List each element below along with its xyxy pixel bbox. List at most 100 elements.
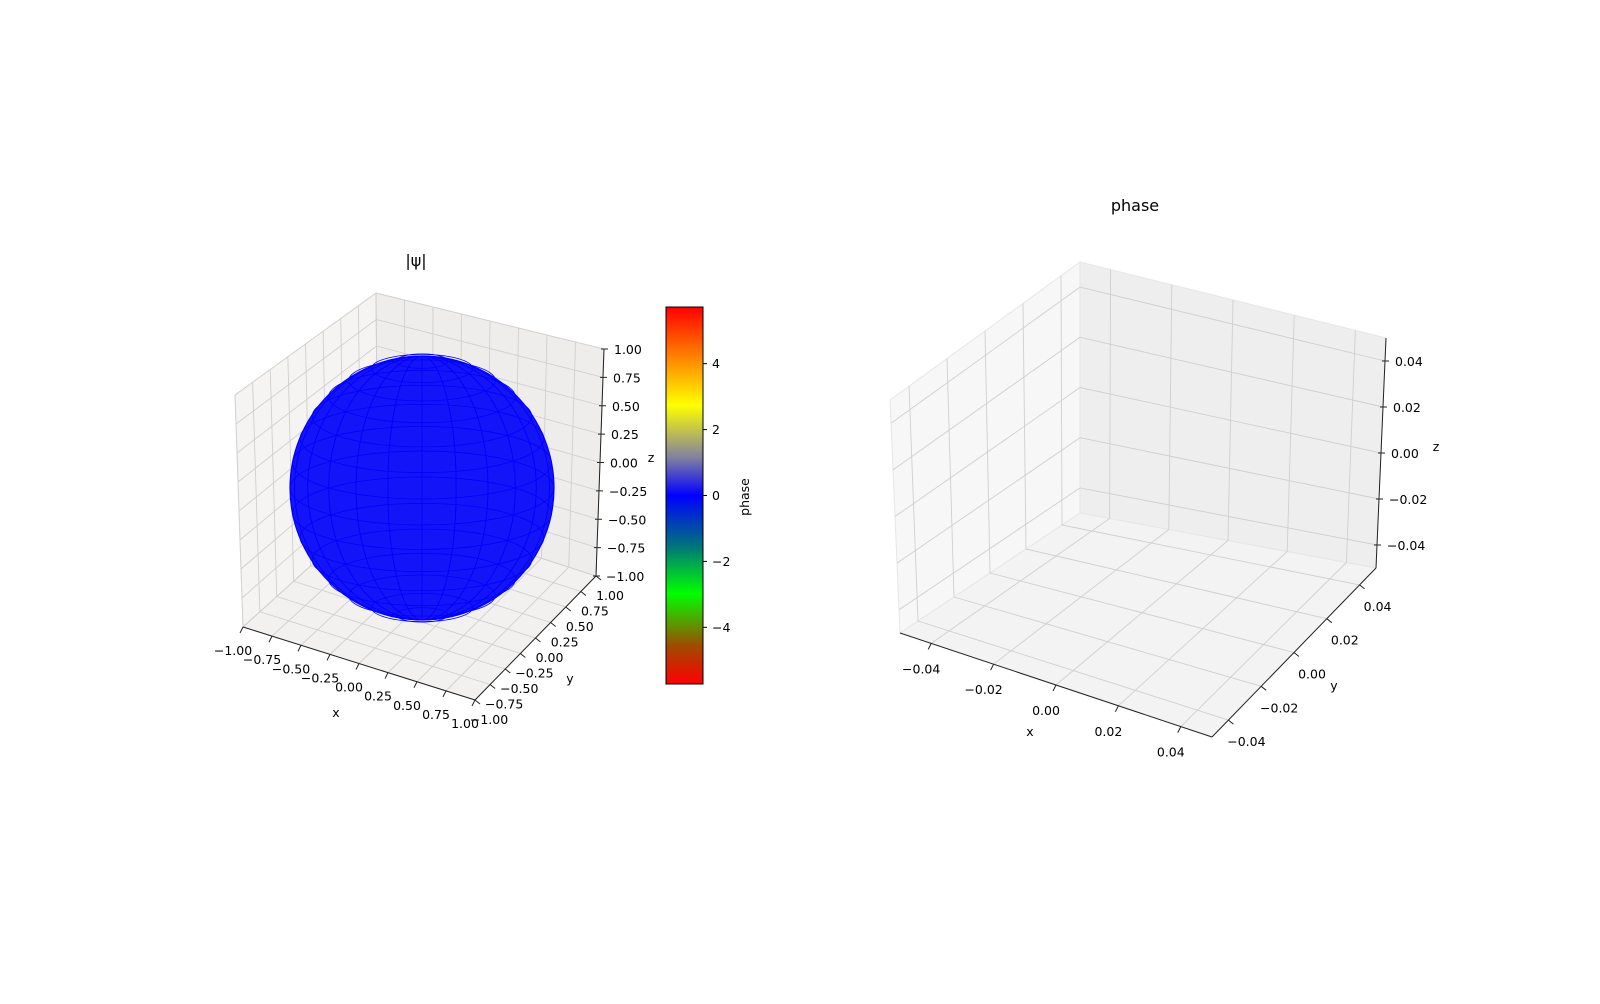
floor-gridline-y [1025,548,1327,620]
back-wall-gridline-z [375,292,605,350]
colorbar-label: phase [737,478,752,516]
sphere-parallel [311,385,533,448]
z-tick-label: 0.00 [1391,446,1419,461]
sphere-parallel [348,574,496,617]
x-tick [990,663,995,671]
x-tick [442,690,447,698]
y-tick-label: −0.25 [515,666,553,681]
x-tick [268,635,273,643]
floor-gridline-y [1061,524,1360,586]
z-tick-label: 0.25 [611,427,639,442]
x-tick-label: −0.02 [964,682,1002,697]
y-tick-label: 0.00 [536,650,564,665]
x-tick-label: −0.04 [902,661,940,676]
back-wall-gridline-z [1079,387,1382,454]
left-wall-gridline-z [236,345,377,454]
x-tick [1114,705,1119,713]
right-3d-axes: −0.04 −0.04 −0.04 −0.02 −0.02 −0.02 0.00 0.00 0.… [889,261,1440,760]
floor-gridline-x [445,566,570,692]
x-tick-label: 0.50 [393,698,421,713]
z-axis-label: z [1433,439,1440,454]
z-tick-label: −1.00 [606,569,644,584]
y-tick-label: 0.50 [566,619,594,634]
x-tick-label: −0.75 [243,652,281,667]
y-tick [1228,719,1234,725]
x-tick [413,681,418,688]
x-tick [297,645,302,652]
y-tick [1326,618,1333,624]
z-tick-label: 0.04 [1395,354,1423,369]
sphere-parallel [328,552,516,607]
x-tick [1052,684,1057,692]
colorbar-tick-label: 4 [712,356,720,371]
colorbar-tick-label: −4 [712,620,730,635]
x-tick [1177,726,1182,733]
y-tick-label: −0.50 [500,681,538,696]
left-wall-gridline-z [235,319,377,425]
sphere-body [290,356,554,620]
y-tick-label: 0.00 [1298,667,1326,682]
back-wall-gridline-z [376,319,604,378]
y-tick [580,591,587,596]
left-wall-gridline-z [892,336,1081,471]
sphere-parallel [371,353,473,384]
y-tick-label: −0.75 [485,697,523,712]
x-tick [326,654,331,661]
x-tick [471,699,476,707]
y-tick [535,637,541,643]
y-tick-label: 0.25 [551,635,579,650]
z-tick-label: 0.02 [1393,400,1421,415]
sphere-parallel [395,607,449,623]
x-tick [927,643,932,650]
x-tick-label: 0.25 [364,689,392,704]
y-tick [489,684,496,689]
y-tick-label: −0.04 [1227,734,1265,749]
back-wall-gridline-z [1079,286,1386,362]
y-axis-label: y [1330,678,1338,693]
y-tick-label: 0.02 [1331,633,1359,648]
x-tick [239,626,244,634]
colorbar-tick-label: 2 [712,422,720,437]
right-axes-title: phase [1111,196,1159,215]
z-tick-label: −0.04 [1387,538,1425,553]
back-wall-gridline-x [1345,330,1356,563]
colorbar-tick-label: −2 [712,554,730,569]
left-axes-title: |ψ| [405,251,426,270]
y-tick [1260,685,1267,691]
z-tick-label: −0.02 [1389,492,1427,507]
sphere-parallel [371,592,473,623]
x-axis-label: x [1026,724,1033,739]
z-axis-label: z [648,450,655,465]
z-tick-label: 0.50 [612,399,640,414]
back-wall-gridline-x [1286,315,1295,552]
back-wall-gridline-z [1079,336,1384,408]
x-tick [355,663,360,670]
z-tick-label: −0.25 [609,484,647,499]
y-tick [504,668,511,674]
sphere-outline [289,355,555,621]
y-tick [1293,652,1300,657]
x-axis-label: x [332,705,339,720]
y-tick [520,653,526,658]
z-tick-label: 1.00 [614,342,642,357]
y-tick-label: 0.04 [1364,599,1392,614]
left-wall-gridline-z [894,387,1081,517]
y-tick [550,622,556,627]
y-tick [474,699,481,705]
floor-gridline-x [1118,551,1288,707]
x-tick-label: −1.00 [214,643,252,658]
floor-gridline-y [989,572,1295,653]
x-tick-label: 0.00 [335,680,363,695]
z-tick-label: 0.00 [610,456,638,471]
x-tick-label: 0.04 [1157,745,1185,760]
floor-gridline-x [416,557,542,683]
x-tick-label: 0.02 [1094,724,1122,739]
colorbar: −4 −2 0 2 4 [665,306,730,685]
y-tick-label: 0.75 [581,604,609,619]
y-tick [565,606,572,612]
left-wall-gridline-y [1060,275,1063,526]
sphere-parallel [311,528,533,591]
sphere-parallel [328,369,516,424]
x-tick-label: −0.25 [301,670,339,685]
